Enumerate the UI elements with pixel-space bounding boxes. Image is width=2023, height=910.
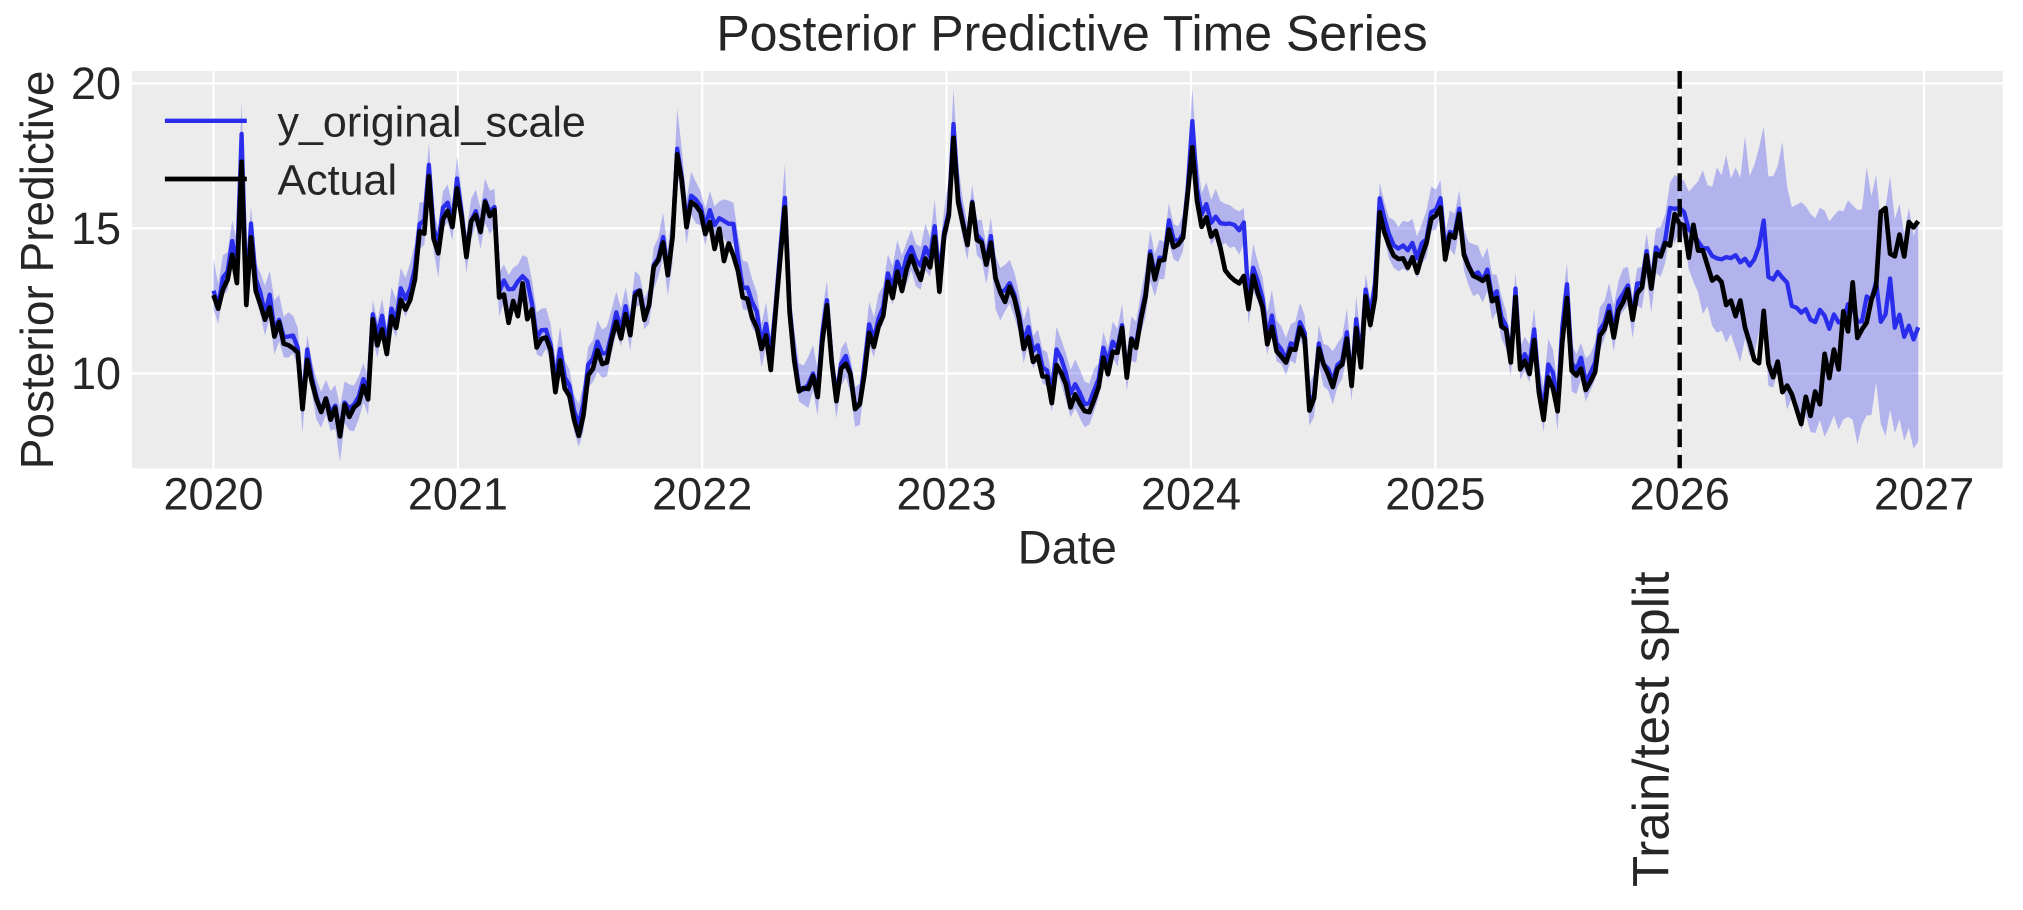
svg-text:2025: 2025 <box>1385 469 1485 520</box>
svg-text:2021: 2021 <box>408 469 508 520</box>
svg-text:2020: 2020 <box>163 469 263 520</box>
svg-text:20: 20 <box>71 58 121 109</box>
svg-text:2026: 2026 <box>1630 469 1730 520</box>
svg-text:15: 15 <box>71 203 121 254</box>
svg-text:2024: 2024 <box>1141 469 1241 520</box>
svg-text:Posterior Predictive: Posterior Predictive <box>11 70 63 469</box>
svg-text:2027: 2027 <box>1874 469 1974 520</box>
svg-text:y_original_scale: y_original_scale <box>278 99 586 147</box>
svg-text:2023: 2023 <box>897 469 997 520</box>
svg-text:Actual: Actual <box>278 157 398 205</box>
svg-text:Date: Date <box>1018 521 1117 574</box>
svg-text:2022: 2022 <box>652 469 752 520</box>
svg-text:Posterior Predictive Time Seri: Posterior Predictive Time Series <box>716 6 1427 62</box>
svg-text:10: 10 <box>71 348 121 399</box>
svg-text:Train/test split: Train/test split <box>1622 571 1679 887</box>
